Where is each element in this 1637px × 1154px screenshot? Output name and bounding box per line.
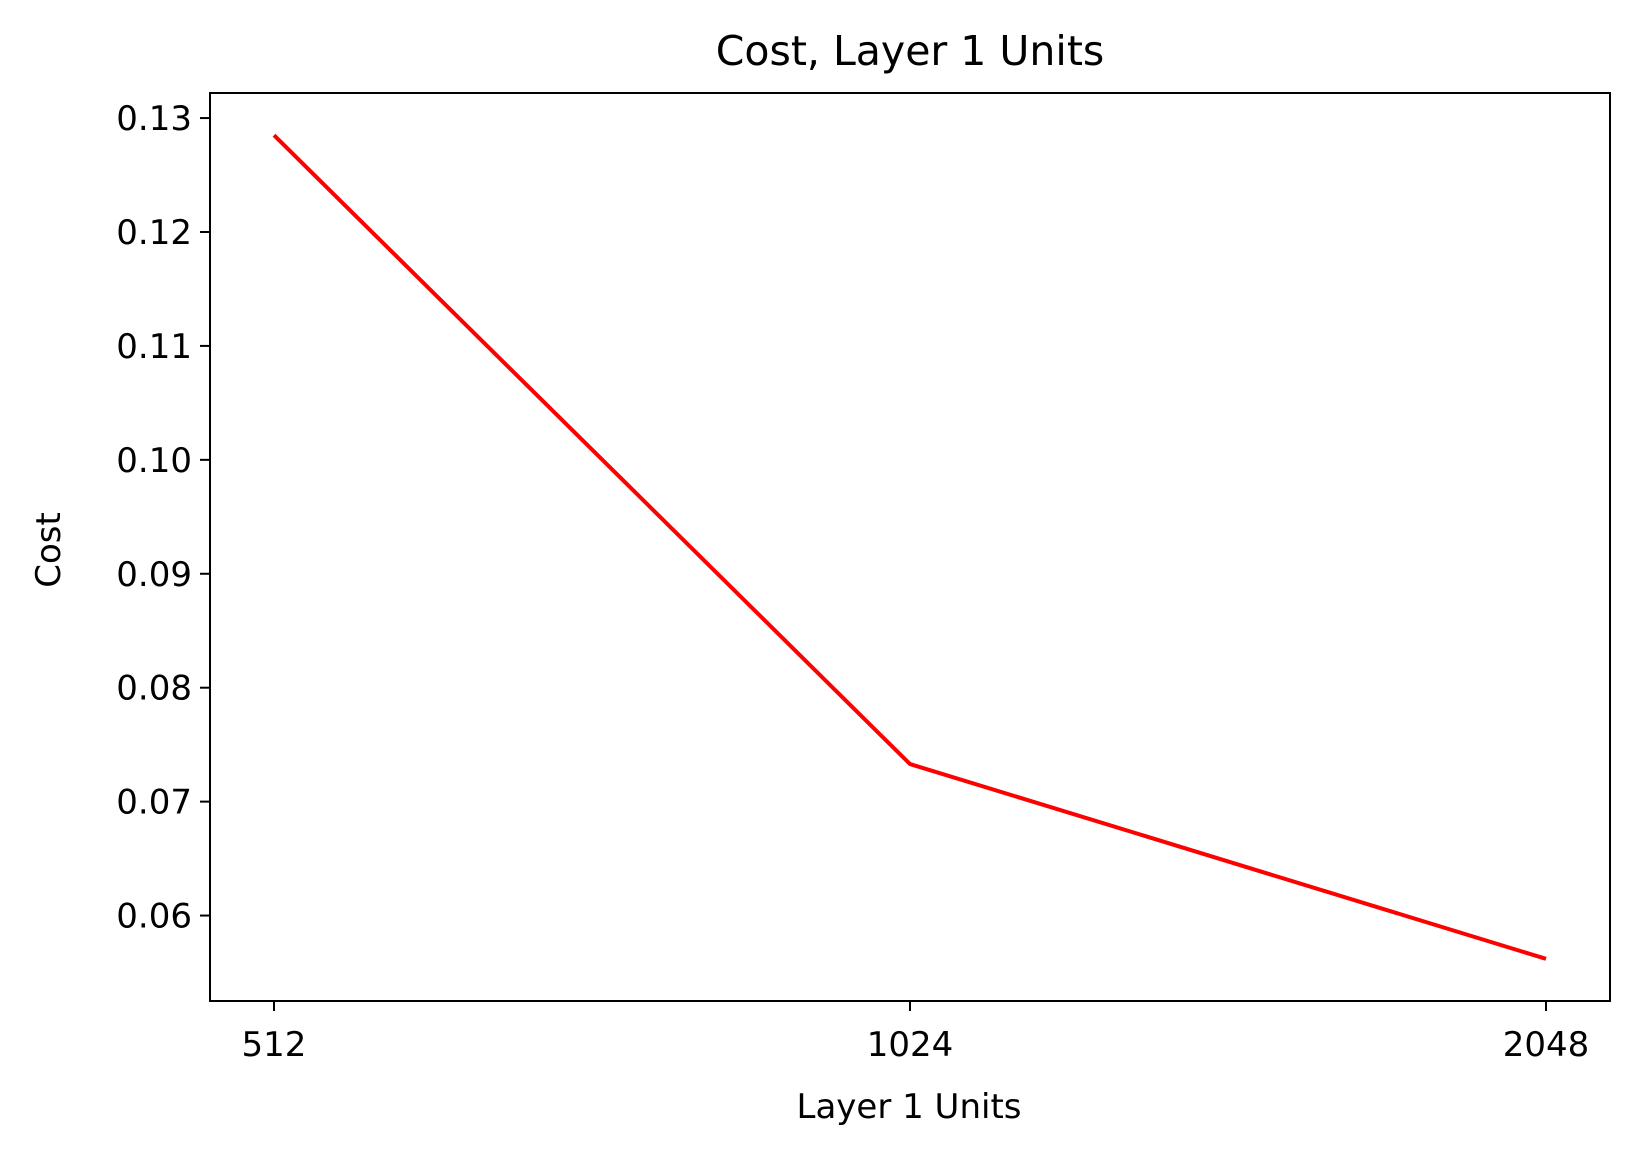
plot-area bbox=[272, 133, 1547, 961]
y-tick-label: 0.09 bbox=[116, 555, 192, 595]
y-tick-label: 0.12 bbox=[116, 213, 192, 253]
y-tick-label: 0.10 bbox=[116, 441, 192, 481]
series-line-0 bbox=[272, 133, 1547, 961]
y-tick-label: 0.07 bbox=[116, 783, 192, 823]
chart-title: Cost, Layer 1 Units bbox=[716, 27, 1105, 75]
x-tick-label: 1024 bbox=[867, 1025, 954, 1065]
x-axis-label: Layer 1 Units bbox=[797, 1087, 1022, 1127]
y-axis-label: Cost bbox=[29, 512, 69, 588]
x-axis: 512 1024 2048 bbox=[242, 1001, 1590, 1065]
y-axis: 0.06 0.07 0.08 0.09 0.10 0.11 0.12 0.13 bbox=[116, 99, 210, 937]
y-tick-label: 0.08 bbox=[116, 669, 192, 709]
x-tick-label: 2048 bbox=[1503, 1025, 1590, 1065]
y-tick-label: 0.06 bbox=[116, 897, 192, 937]
y-tick-label: 0.13 bbox=[116, 99, 192, 139]
y-tick-label: 0.11 bbox=[116, 327, 192, 367]
x-tick-label: 512 bbox=[242, 1025, 307, 1065]
plot-frame bbox=[209, 92, 1611, 1002]
